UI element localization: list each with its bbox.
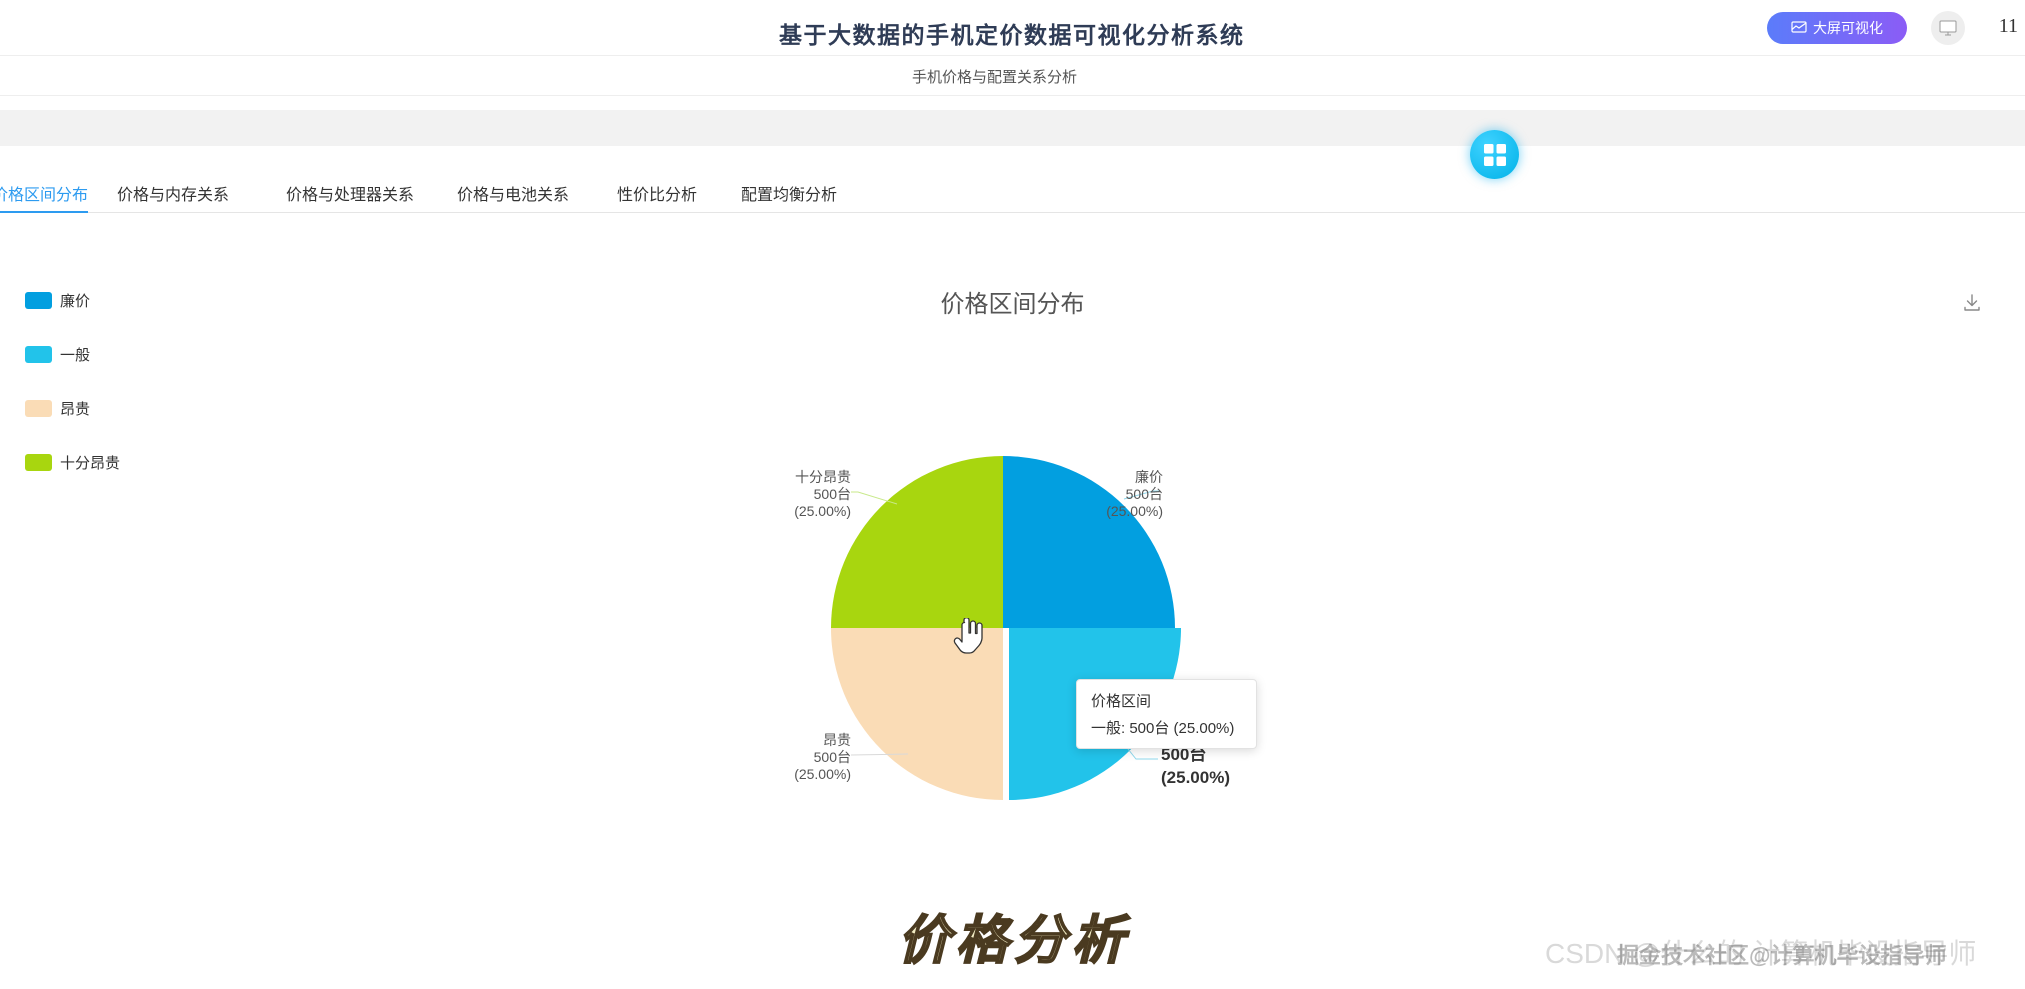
svg-text:昂贵: 昂贵 [823, 732, 851, 748]
svg-text:廉价: 廉价 [1135, 469, 1163, 485]
svg-text:500台: 500台 [1126, 486, 1163, 502]
svg-text:(25.00%): (25.00%) [1106, 503, 1163, 519]
svg-text:(25.00%): (25.00%) [794, 503, 851, 519]
svg-text:(25.00%): (25.00%) [1161, 768, 1230, 787]
svg-text:500台: 500台 [814, 749, 851, 765]
svg-text:500台: 500台 [814, 486, 851, 502]
svg-text:十分昂贵: 十分昂贵 [795, 469, 851, 485]
svg-text:(25.00%): (25.00%) [794, 766, 851, 782]
